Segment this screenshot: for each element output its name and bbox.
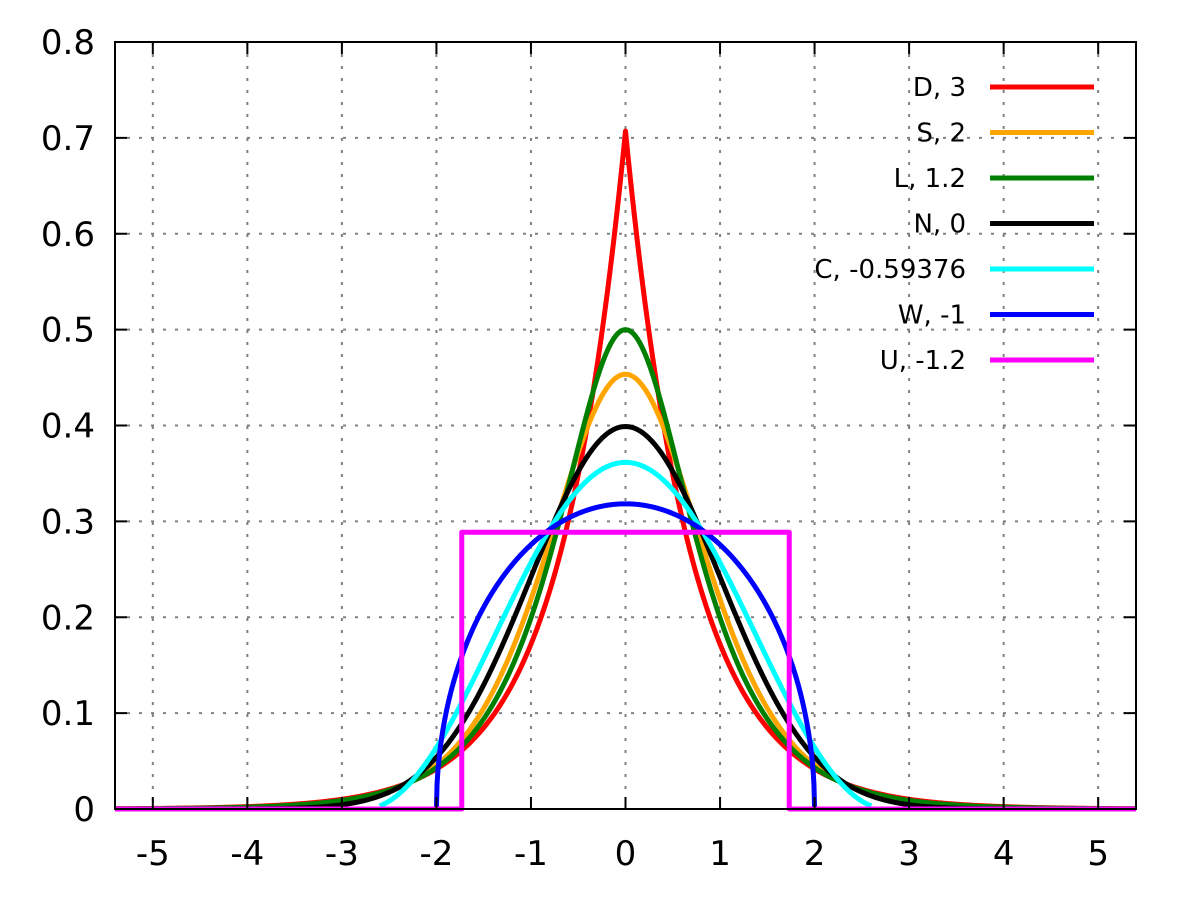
x-axis-tick-labels: -5 -4 -3 -2 -1 0 1 2 3 4 5: [136, 834, 1109, 874]
y-tick-label: 0.4: [41, 407, 95, 447]
x-tick-label: 3: [898, 834, 920, 874]
legend-label: N, 0: [913, 210, 966, 240]
y-tick-label: 0.1: [41, 694, 95, 734]
x-tick-label: -2: [419, 834, 453, 874]
x-tick-label: 4: [993, 834, 1015, 874]
legend-label: U, -1.2: [880, 346, 966, 376]
legend-label: W, -1: [898, 301, 966, 331]
y-tick-label: 0.8: [41, 23, 95, 63]
legend-label: L, 1.2: [894, 164, 966, 194]
y-tick-label: 0.2: [41, 598, 95, 638]
x-tick-label: -5: [136, 834, 170, 874]
legend-label: S, 2: [916, 119, 966, 149]
x-tick-label: 1: [709, 834, 731, 874]
y-tick-label: 0.7: [41, 119, 95, 159]
x-tick-label: -3: [325, 834, 359, 874]
x-tick-label: 0: [615, 834, 637, 874]
series-line-2: [115, 330, 1136, 809]
y-tick-label: 0.3: [41, 502, 95, 542]
y-tick-label: 0.5: [41, 311, 95, 351]
series-line-0: [115, 131, 1136, 809]
y-tick-label: 0: [73, 790, 95, 830]
legend-label: D, 3: [913, 73, 966, 103]
x-tick-label: 2: [804, 834, 826, 874]
x-tick-label: -1: [514, 834, 548, 874]
x-tick-label: -4: [230, 834, 264, 874]
y-axis-tick-labels: 0 0.1 0.2 0.3 0.4 0.5 0.6 0.7 0.8: [41, 23, 95, 830]
x-tick-label: 5: [1087, 834, 1109, 874]
series-lines: [115, 131, 1136, 809]
y-tick-label: 0.6: [41, 215, 95, 255]
series-line-6: [115, 532, 1136, 809]
legend-label: C, -0.59376: [814, 255, 966, 285]
